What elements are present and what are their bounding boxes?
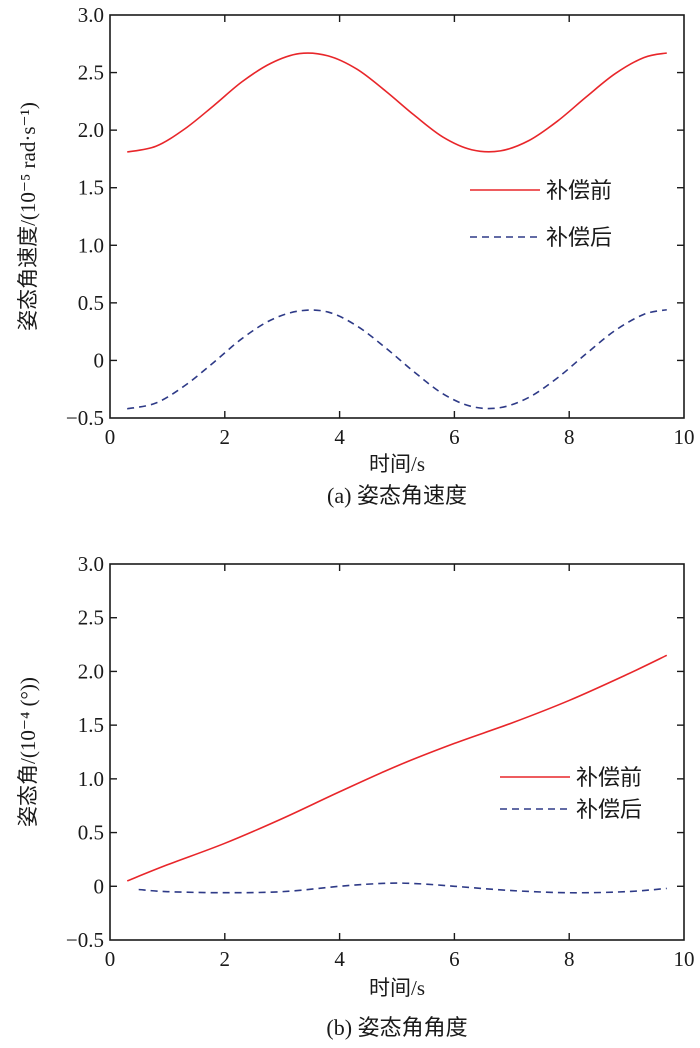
y-tick-label: 2.0 (78, 118, 104, 142)
legend-label: 补偿后 (576, 797, 642, 822)
y-tick-label: 1.0 (78, 233, 104, 257)
x-tick-label: 0 (105, 947, 116, 971)
y-tick-label: 3.0 (78, 3, 104, 27)
x-tick-label: 4 (334, 425, 345, 449)
series-line-before-compensation (126, 654, 668, 882)
x-tick-label: 10 (674, 425, 695, 449)
panel-caption: (b) 姿态角角度 (326, 1015, 467, 1040)
series-line-before-compensation (127, 52, 667, 153)
x-tick-label: 4 (334, 947, 345, 971)
plot-frame (109, 14, 685, 419)
legend-label: 补偿后 (546, 225, 612, 250)
legend-label: 补偿前 (546, 178, 612, 203)
y-axis-label: 姿态角速度/(10⁻⁵ rad·s⁻¹) (16, 102, 40, 331)
y-tick-label: −0.5 (66, 406, 104, 430)
y-tick-label: 0 (94, 874, 105, 898)
y-tick-label: 2.0 (78, 659, 104, 683)
y-tick-label: 1.5 (78, 713, 104, 737)
y-tick-label: 0 (94, 348, 105, 372)
y-tick-label: −0.5 (66, 928, 104, 952)
x-axis-label: 时间/s (369, 976, 425, 1000)
y-tick-label: 2.5 (78, 61, 104, 85)
legend-label: 补偿前 (576, 765, 642, 790)
y-tick-label: 0.5 (78, 291, 104, 315)
y-tick-label: 1.0 (78, 767, 104, 791)
x-tick-label: 6 (449, 425, 460, 449)
plot-frame (109, 563, 685, 941)
x-tick-label: 0 (105, 425, 116, 449)
x-tick-label: 10 (674, 947, 695, 971)
y-tick-label: 0.5 (78, 821, 104, 845)
panel-a: 0 2 4 6 8 10−0.500.51.01.52.02.53.0时间/s姿态角速度/… (16, 3, 695, 508)
x-axis-label: 时间/s (369, 452, 425, 476)
y-tick-label: 3.0 (78, 552, 104, 576)
series-line-after-compensation (127, 308, 667, 410)
y-axis-label: 姿态角/(10⁻⁴ (°)) (16, 677, 40, 827)
x-tick-label: 2 (220, 425, 231, 449)
x-tick-label: 2 (220, 947, 231, 971)
y-tick-label: 2.5 (78, 606, 104, 630)
series-line-after-compensation (138, 882, 667, 894)
panel-caption: (a) 姿态角速度 (327, 483, 467, 508)
x-tick-label: 8 (564, 947, 575, 971)
x-tick-label: 6 (449, 947, 460, 971)
x-tick-label: 8 (564, 425, 575, 449)
y-tick-label: 1.5 (78, 176, 104, 200)
panel-b: 0 2 4 6 8 10−0.500.51.01.52.02.53.0时间/s姿态角/(1… (16, 552, 695, 1040)
